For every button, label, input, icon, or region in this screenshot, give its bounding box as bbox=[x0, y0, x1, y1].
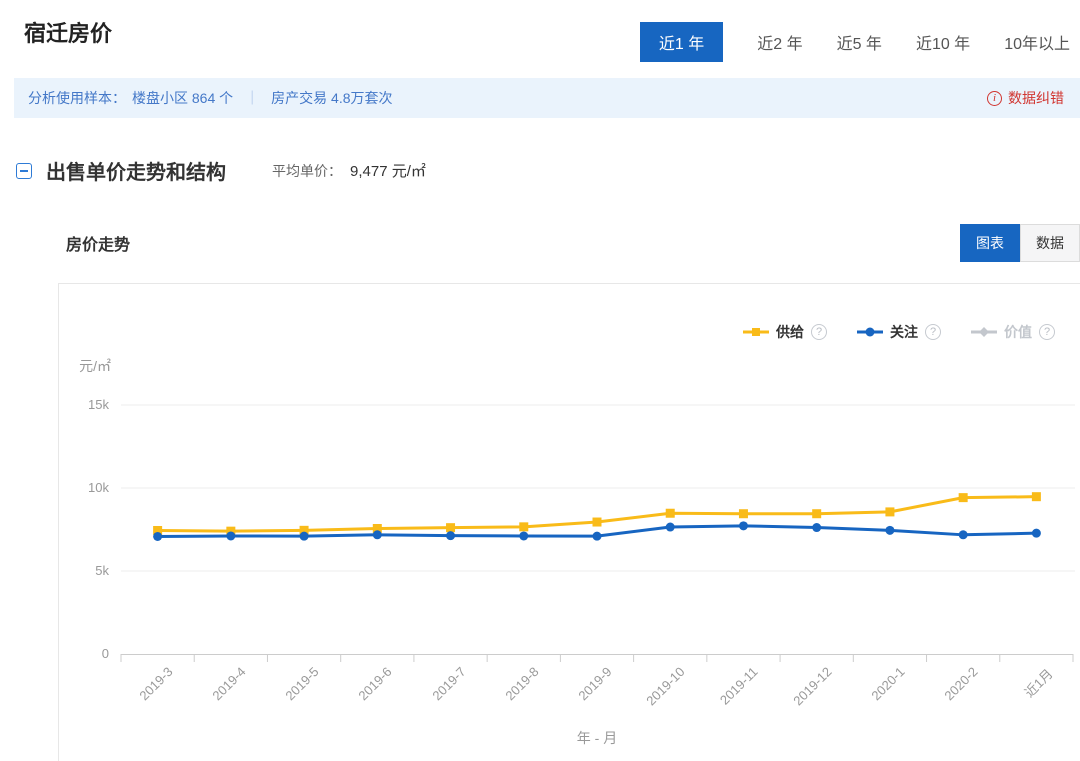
x-axis-title: 年 - 月 bbox=[121, 728, 1073, 748]
time-tab-0[interactable]: 近1 年 bbox=[640, 22, 723, 62]
data-point[interactable] bbox=[959, 493, 968, 502]
data-point[interactable] bbox=[446, 523, 455, 532]
data-point[interactable] bbox=[300, 532, 309, 541]
time-tab-2[interactable]: 近5 年 bbox=[837, 22, 882, 62]
diamond-marker-icon bbox=[971, 326, 997, 338]
legend-item-0[interactable]: 供给 bbox=[743, 322, 827, 342]
average-price-value: 9,477 元/㎡ bbox=[350, 160, 426, 181]
legend-item-1[interactable]: 关注 bbox=[857, 322, 941, 342]
data-point[interactable] bbox=[153, 532, 162, 541]
data-point[interactable] bbox=[519, 531, 528, 540]
price-trend-chart: 供给关注价值 元/㎡ 05k10k15k 2019-32019-42019-52… bbox=[58, 283, 1080, 761]
y-axis-label: 15k bbox=[59, 397, 109, 412]
square-marker-icon bbox=[743, 326, 769, 338]
view-toggle: 图表数据 bbox=[960, 224, 1080, 262]
y-axis-label: 10k bbox=[59, 480, 109, 495]
data-point[interactable] bbox=[812, 523, 821, 532]
circle-marker-icon bbox=[857, 326, 883, 338]
data-point[interactable] bbox=[446, 531, 455, 540]
data-point[interactable] bbox=[593, 532, 602, 541]
legend-label: 供给 bbox=[776, 322, 804, 342]
data-correction-label: 数据纠错 bbox=[1008, 88, 1064, 108]
view-tab-1[interactable]: 数据 bbox=[1020, 224, 1080, 262]
legend-item-2[interactable]: 价值 bbox=[971, 322, 1055, 342]
page: 宿迁房价 近1 年近2 年近5 年近10 年 10年以上 分析使用样本： 楼盘小区… bbox=[0, 0, 1080, 761]
data-point[interactable] bbox=[666, 509, 675, 518]
data-point[interactable] bbox=[812, 509, 821, 518]
data-point[interactable] bbox=[519, 522, 528, 531]
data-point[interactable] bbox=[885, 507, 894, 516]
data-point[interactable] bbox=[885, 526, 894, 535]
data-point[interactable] bbox=[226, 531, 235, 540]
y-axis-label: 5k bbox=[59, 563, 109, 578]
sample-info-bar: 分析使用样本： 楼盘小区 864 个 ｜ 房产交易 4.8万套次 数据纠错 bbox=[14, 78, 1080, 118]
info-icon bbox=[987, 91, 1002, 106]
sample-info-text: 分析使用样本： 楼盘小区 864 个 ｜ 房产交易 4.8万套次 bbox=[28, 88, 393, 108]
section-title: 出售单价走势和结构 bbox=[46, 156, 226, 185]
data-point[interactable] bbox=[959, 530, 968, 539]
help-icon[interactable] bbox=[811, 324, 827, 340]
page-title: 宿迁房价 bbox=[24, 16, 112, 48]
data-point[interactable] bbox=[373, 530, 382, 539]
data-point[interactable] bbox=[739, 509, 748, 518]
help-icon[interactable] bbox=[925, 324, 941, 340]
data-point[interactable] bbox=[666, 523, 675, 532]
trend-chart-title: 房价走势 bbox=[66, 231, 130, 255]
y-axis-label: 0 bbox=[59, 646, 109, 661]
average-price-label: 平均单价： bbox=[272, 161, 342, 181]
data-point[interactable] bbox=[739, 521, 748, 530]
collapse-icon[interactable] bbox=[16, 163, 32, 179]
legend-label: 价值 bbox=[1004, 322, 1032, 342]
y-axis-unit: 元/㎡ bbox=[61, 356, 111, 376]
sample-info-prefix: 分析使用样本： bbox=[28, 88, 126, 108]
transaction-count: 房产交易 4.8万套次 bbox=[271, 88, 392, 108]
data-point[interactable] bbox=[1032, 529, 1041, 538]
time-tab-4[interactable]: 10年以上 bbox=[1004, 22, 1070, 62]
separator: ｜ bbox=[239, 88, 265, 108]
sample-count: 楼盘小区 864 个 bbox=[132, 88, 233, 108]
legend-label: 关注 bbox=[890, 322, 918, 342]
time-tab-1[interactable]: 近2 年 bbox=[757, 22, 802, 62]
section-header: 出售单价走势和结构 平均单价： 9,477 元/㎡ bbox=[16, 156, 426, 185]
time-tab-3[interactable]: 近10 年 bbox=[916, 22, 970, 62]
help-icon[interactable] bbox=[1039, 324, 1055, 340]
series-供给 bbox=[153, 492, 1041, 535]
average-price: 平均单价： 9,477 元/㎡ bbox=[272, 160, 426, 181]
view-tab-0[interactable]: 图表 bbox=[960, 224, 1020, 262]
time-range-tabs: 近1 年近2 年近5 年近10 年 10年以上 bbox=[640, 22, 1070, 62]
data-point[interactable] bbox=[1032, 492, 1041, 501]
data-correction-link[interactable]: 数据纠错 bbox=[987, 88, 1064, 108]
data-point[interactable] bbox=[593, 518, 602, 527]
chart-legend: 供给 关注 价值 bbox=[743, 322, 1055, 342]
